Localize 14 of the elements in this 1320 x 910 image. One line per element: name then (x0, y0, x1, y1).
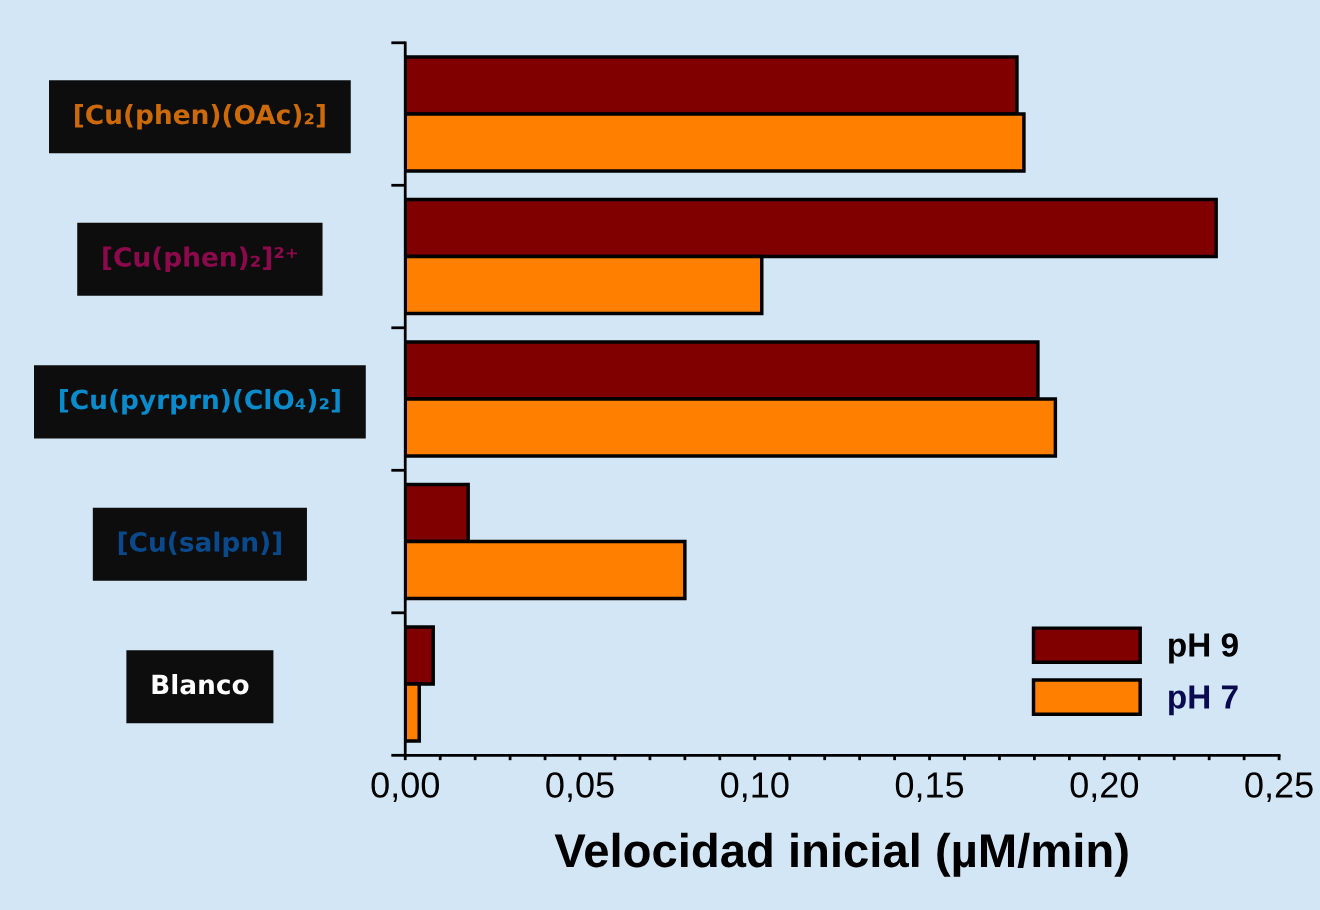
y-tick-label: [Cu(phen)(OAc)₂] (75, 104, 325, 130)
legend-label: pH 7 (1169, 685, 1238, 716)
legend-label: pH 9 (1169, 633, 1238, 664)
x-tick-label: 0,15 (895, 772, 964, 803)
x-axis-title: Velocidad inicial (µM/min) (554, 832, 1128, 877)
y-tick-label: Blanco (152, 674, 249, 695)
x-tick-label: 0,10 (721, 772, 789, 803)
x-tick-label: 0,20 (1070, 772, 1139, 803)
y-tick-label: [Cu(salpn)] (118, 531, 281, 558)
y-tick-label: [Cu(phen)₂]²⁺ (103, 246, 298, 273)
x-tick-label: 0,00 (371, 772, 439, 803)
x-tick-label: 0,05 (546, 772, 614, 803)
x-tick-label: 0,25 (1245, 772, 1313, 803)
y-tick-label: [Cu(pyrprn)(ClO₄)₂] (60, 389, 340, 415)
